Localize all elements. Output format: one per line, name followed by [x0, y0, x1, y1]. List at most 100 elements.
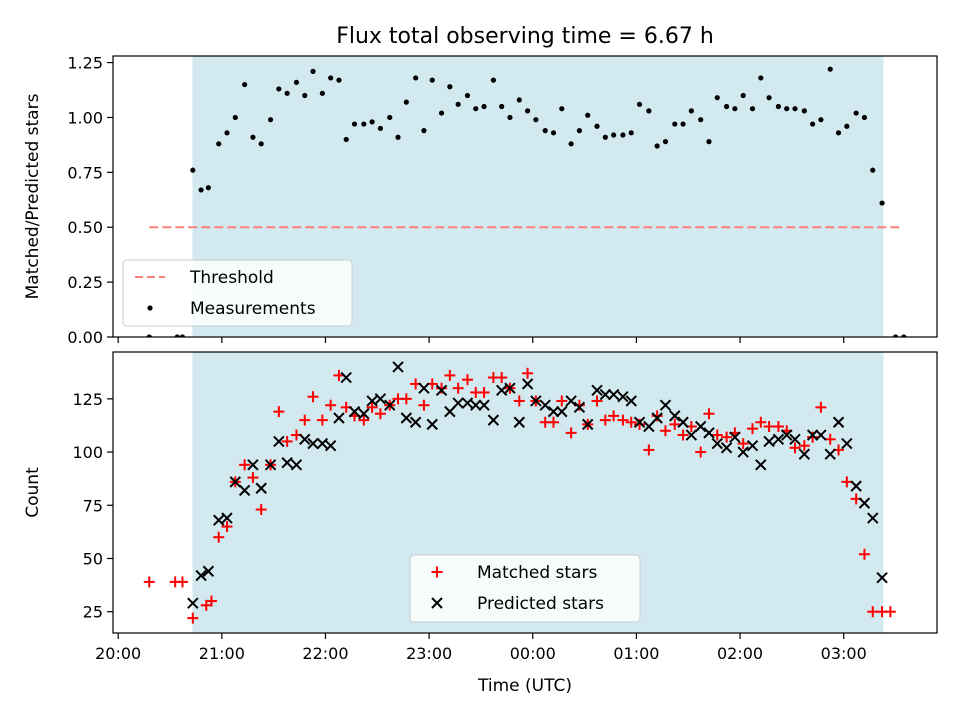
data-point-predicted-stars-8 [255, 482, 267, 494]
data-point-predicted-stars-1 [195, 569, 207, 582]
data-point-matched-stars-65 [721, 431, 733, 443]
data-point-measurements-32 [438, 110, 445, 116]
data-point-matched-stars-37 [478, 386, 490, 398]
data-point-predicted-stars-42 [547, 405, 560, 418]
data-point-predicted-stars-5 [229, 476, 242, 488]
data-point-predicted-stars-61 [711, 437, 723, 450]
data-point-measurements-42 [524, 108, 531, 114]
data-point-predicted-stars-72-b [806, 429, 819, 441]
data-markers [143, 361, 896, 624]
data-point-predicted-stars-6 [238, 484, 251, 497]
data-point-measurements-80 [853, 110, 859, 116]
data-point-predicted-stars-72 [806, 429, 819, 441]
data-point-measurements-55 [636, 101, 643, 107]
data-point-predicted-stars-25 [400, 412, 413, 424]
data-point-predicted-stars-14 [307, 437, 319, 450]
data-point-matched-stars-5 [205, 595, 217, 607]
data-point-measurements-52 [611, 132, 617, 138]
data-point-predicted-stars-47 [591, 384, 603, 397]
y-tick-label: 25 [83, 603, 103, 622]
data-point-predicted-stars-61-b [711, 437, 723, 450]
data-point-predicted-stars-71 [798, 448, 811, 460]
data-point-matched-stars-18 [316, 414, 328, 426]
data-point-predicted-stars-32 [461, 397, 474, 409]
data-point-measurements-6 [216, 141, 222, 147]
data-point-predicted-stars-36 [495, 384, 508, 397]
x-tick-label: 03:00 [821, 644, 867, 663]
x-tick-label: 22:00 [302, 644, 348, 663]
data-point-matched-stars-39 [496, 372, 508, 384]
data-point-measurements-13 [276, 86, 282, 92]
data-point-predicted-stars-28-b [426, 418, 438, 431]
data-point-predicted-stars-11-b [281, 456, 293, 469]
data-point-matched-stars-52 [608, 410, 620, 422]
data-point-matched-stars-34 [452, 382, 464, 394]
data-point-predicted-stars-8-b [255, 482, 267, 494]
legend-swatch-1-b [431, 597, 443, 609]
x-tick-label: 02:00 [717, 644, 763, 663]
data-point-matched-stars-2 [176, 576, 188, 588]
x-tick-label: 23:00 [406, 644, 452, 663]
data-point-matched-stars-41 [513, 395, 525, 407]
data-point-predicted-stars-59-b [694, 420, 707, 433]
y-tick-label: 1.00 [67, 108, 103, 127]
data-point-matched-stars-50 [591, 395, 603, 407]
data-point-predicted-stars-44 [565, 395, 577, 407]
y-tick-label: 0.25 [67, 273, 103, 292]
data-point-matched-stars-63 [703, 408, 715, 420]
data-point-predicted-stars-33 [470, 399, 482, 411]
data-point-matched-stars-73 [789, 442, 801, 454]
data-point-predicted-stars-58 [685, 429, 698, 441]
axes-frame [112, 351, 938, 634]
data-point-predicted-stars-22 [374, 393, 387, 405]
data-point-predicted-stars-19 [348, 405, 361, 418]
data-point-predicted-stars-3-b [213, 514, 225, 526]
data-point-predicted-stars-23 [384, 399, 396, 411]
data-point-predicted-stars-79 [867, 512, 879, 524]
data-point-measurements-30 [421, 128, 427, 134]
data-point-predicted-stars-66-b [755, 459, 767, 471]
data-point-matched-stars-51 [599, 414, 611, 426]
data-point-matched-stars-9 [239, 459, 251, 471]
data-point-measurements-62 [698, 117, 704, 123]
data-point-predicted-stars-16 [324, 439, 337, 452]
data-point-matched-stars-62 [695, 446, 707, 458]
data-point-measurements-26 [387, 114, 393, 121]
data-point-measurements-19 [328, 75, 334, 81]
data-point-predicted-stars-27 [418, 382, 430, 394]
y-axis-label: Matched/Predicted stars [23, 93, 43, 299]
data-point-predicted-stars-80-b [876, 571, 888, 584]
data-point-measurements-44 [542, 128, 548, 134]
axes-frame [112, 55, 938, 338]
data-point-matched-stars-81 [858, 548, 870, 560]
data-point-measurements-82 [870, 167, 876, 173]
data-point-measurements-85 [901, 334, 907, 337]
data-point-measurements-40 [507, 114, 513, 121]
data-point-measurements-64 [714, 95, 720, 101]
data-point-predicted-stars-16-b [324, 439, 337, 452]
data-point-matched-stars-42 [522, 367, 534, 379]
data-point-predicted-stars-63-b [729, 431, 741, 443]
y-tick-label: 0.00 [67, 328, 103, 347]
data-point-predicted-stars-62 [720, 442, 733, 454]
data-point-matched-stars-76 [815, 401, 827, 413]
data-point-measurements-72 [784, 106, 790, 112]
data-point-measurements-65 [723, 103, 730, 110]
data-point-predicted-stars-37 [504, 382, 516, 394]
data-point-predicted-stars-25-b [400, 412, 413, 424]
x-tick-label: 00:00 [510, 644, 556, 663]
data-point-predicted-stars-62-b [720, 442, 733, 454]
data-point-predicted-stars-10 [273, 435, 285, 448]
data-point-predicted-stars-4-b [221, 512, 233, 524]
data-point-predicted-stars-53 [643, 420, 655, 433]
ratio-panel: 0.00 0.25 0.50 0.75 1.00 1.25 Matched/Predicte… [23, 54, 938, 347]
data-point-measurements-63 [706, 139, 712, 145]
data-point-measurements-60 [680, 121, 686, 127]
data-point-predicted-stars-15-b [316, 437, 329, 450]
data-point-measurements-59 [672, 121, 678, 127]
data-point-measurements-22 [351, 121, 358, 127]
data-point-matched-stars-6 [213, 531, 225, 543]
data-point-predicted-stars-20-b [358, 408, 370, 420]
y-tick-label: 0.50 [67, 218, 103, 237]
data-point-matched-stars-3 [187, 612, 199, 624]
